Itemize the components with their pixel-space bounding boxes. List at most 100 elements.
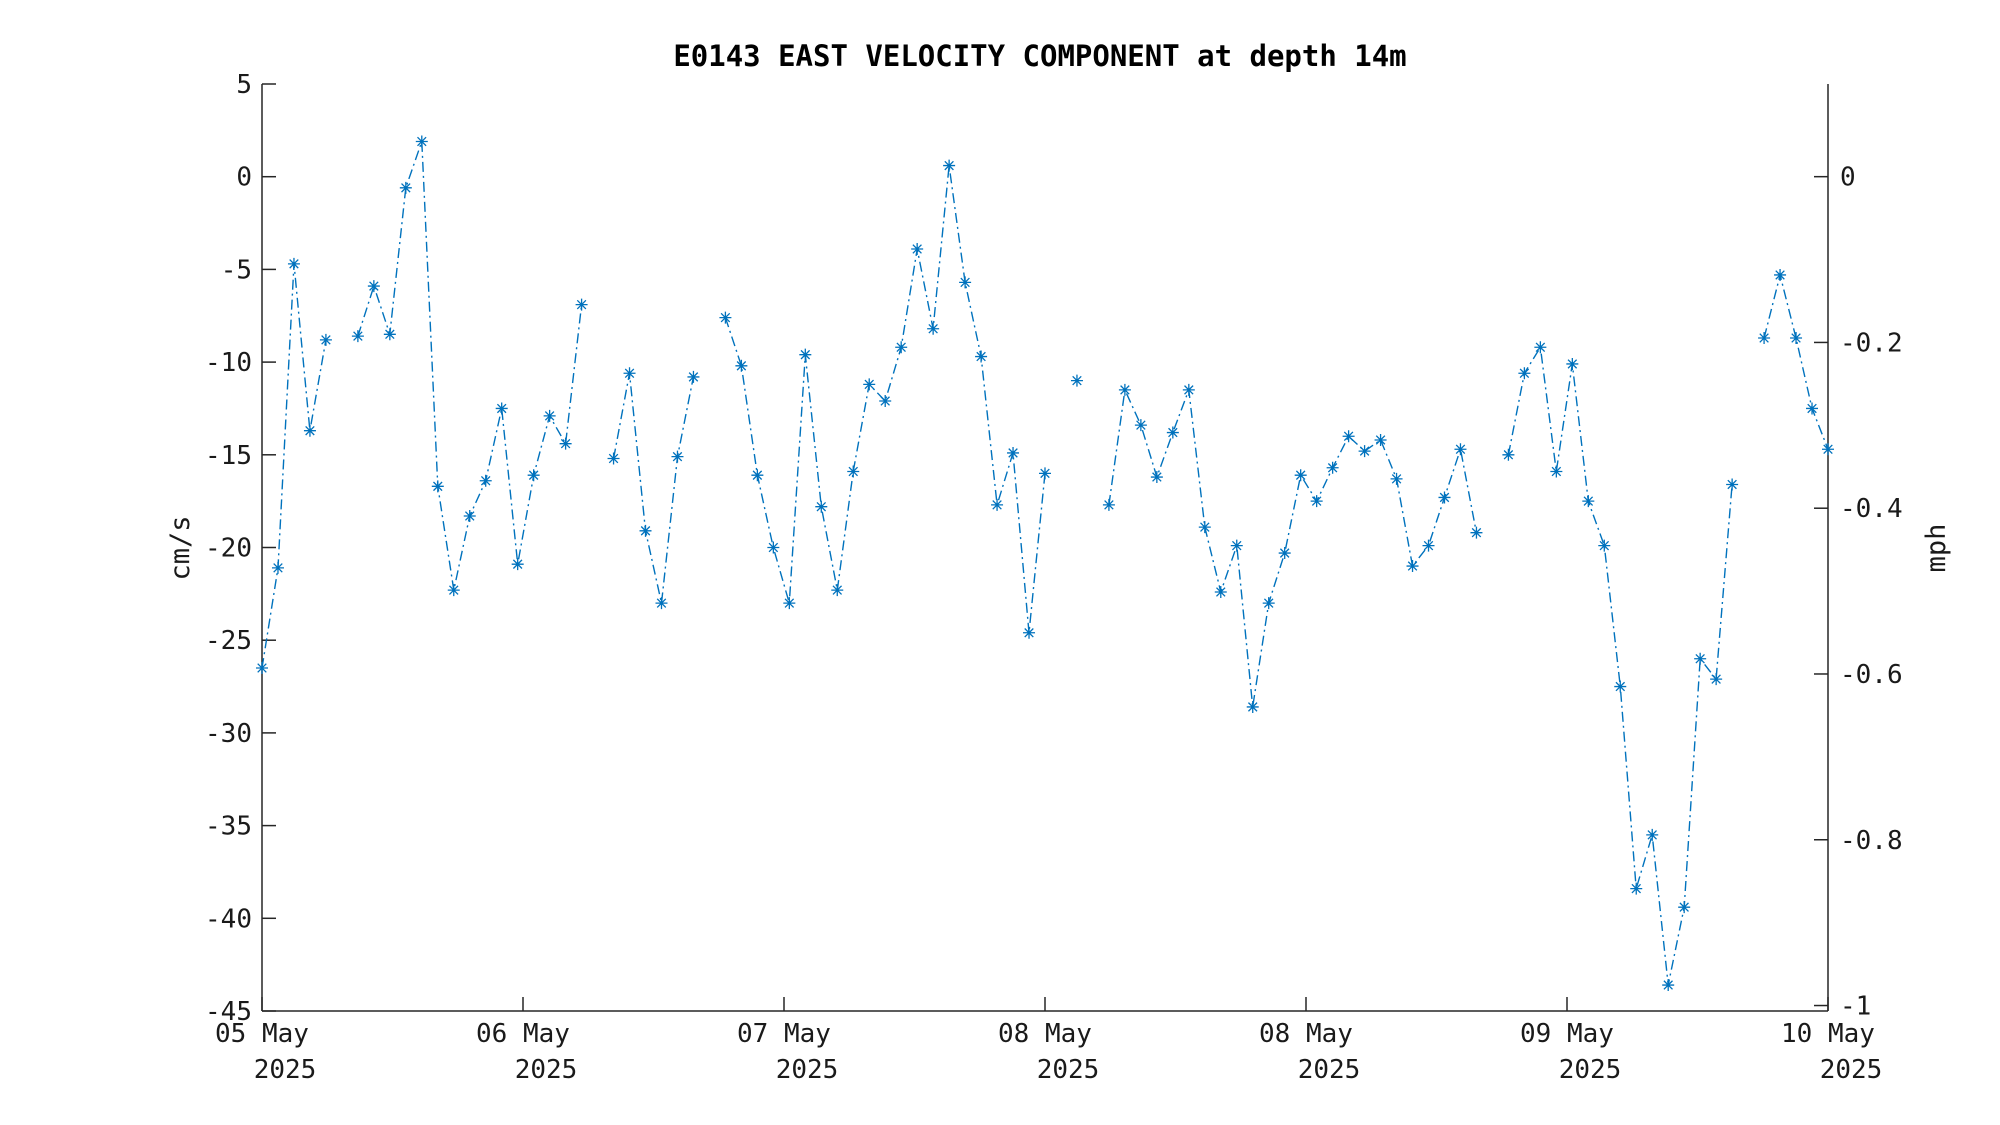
data-point — [767, 541, 780, 554]
y-tick-label: -30 — [205, 719, 252, 749]
data-point — [1294, 469, 1307, 482]
data-point — [959, 276, 972, 289]
data-point — [639, 524, 652, 537]
data-point — [1214, 585, 1227, 598]
data-point — [1806, 402, 1819, 415]
series-line — [612, 373, 695, 604]
data-point — [287, 257, 300, 270]
data-point — [607, 452, 620, 465]
data-point — [383, 328, 396, 341]
y-tick-label: -25 — [205, 626, 252, 656]
data-point — [1134, 419, 1147, 432]
data-point — [319, 333, 332, 346]
data-point — [1310, 495, 1323, 508]
data-point — [799, 348, 812, 361]
y-tick-label: 5 — [236, 70, 252, 100]
data-point — [831, 584, 844, 597]
axes-frame — [261, 84, 1829, 1012]
data-point — [895, 341, 908, 354]
y-tick-label: -40 — [205, 904, 252, 934]
data-point — [927, 322, 940, 335]
data-point — [1070, 374, 1083, 387]
data-point — [1358, 445, 1371, 458]
data-point — [1470, 526, 1483, 539]
y-tick-label: -35 — [205, 812, 252, 842]
data-point — [511, 558, 524, 571]
data-point — [1726, 478, 1739, 491]
data-point — [1422, 539, 1435, 552]
series-line — [357, 141, 583, 591]
y-axis-label: cm/s — [165, 515, 196, 580]
data-point — [463, 509, 476, 522]
data-point — [447, 584, 460, 597]
x-tick-label-day: 05 May — [215, 1019, 309, 1049]
data-point — [911, 243, 924, 256]
data-point — [863, 378, 876, 391]
data-point — [367, 280, 380, 293]
data-point — [1550, 465, 1563, 478]
x-tick-label-year: 2025 — [1298, 1055, 1361, 1085]
data-point — [1150, 471, 1163, 484]
series-line — [1108, 387, 1478, 708]
data-point — [879, 395, 892, 408]
x-ticks: 05 May 2025 06 May 2025 07 May 2025 08 May 2025… — [215, 997, 1882, 1085]
data-point — [1198, 521, 1211, 534]
data-point — [671, 450, 684, 463]
x-tick-label-year: 2025 — [1559, 1055, 1622, 1085]
y-tick-label: -15 — [205, 441, 252, 471]
data-point — [751, 469, 764, 482]
data-point — [351, 330, 364, 343]
data-point — [655, 597, 668, 610]
data-point — [256, 662, 268, 675]
data-point — [1534, 341, 1547, 354]
data-point — [1518, 367, 1531, 380]
data-point — [1614, 680, 1627, 693]
data-point — [735, 359, 748, 372]
data-point — [1758, 331, 1771, 344]
data-point — [1598, 539, 1611, 552]
y-tick-label: -45 — [205, 997, 252, 1027]
data-point — [991, 498, 1004, 511]
data-point — [623, 367, 636, 380]
data-point — [719, 311, 732, 324]
data-point — [1582, 495, 1595, 508]
east-velocity-series — [256, 135, 1834, 992]
data-point — [1822, 443, 1834, 456]
data-point — [303, 424, 316, 437]
data-point — [479, 474, 492, 487]
data-point — [1790, 331, 1803, 344]
data-point — [1678, 901, 1691, 914]
y-tick-label: -10 — [205, 348, 252, 378]
data-point — [1646, 828, 1659, 841]
data-point — [1630, 882, 1643, 895]
data-point — [1374, 433, 1387, 446]
data-point — [1246, 700, 1259, 713]
x-tick-label-day: 10 May — [1781, 1019, 1875, 1049]
data-point — [399, 181, 412, 194]
data-point — [1118, 383, 1131, 396]
series-line — [1507, 345, 1733, 986]
data-point — [1278, 547, 1291, 560]
data-point — [1342, 430, 1355, 443]
y2-tick-label: 0 — [1840, 163, 1856, 193]
data-point — [687, 370, 700, 383]
data-point — [1166, 426, 1179, 439]
y2-tick-label: -0.4 — [1840, 494, 1903, 524]
data-point — [1326, 461, 1339, 474]
data-point — [1023, 626, 1036, 639]
data-point — [847, 465, 860, 478]
y-tick-label: -5 — [221, 255, 252, 285]
right-y-ticks: 0 -0.2 -0.4 -0.6 -0.8 -1 — [1814, 163, 1903, 1022]
data-point — [1566, 357, 1579, 370]
data-point — [943, 159, 956, 172]
data-point — [783, 597, 796, 610]
series-line — [1763, 274, 1829, 450]
x-tick-label-year: 2025 — [1820, 1055, 1883, 1085]
data-point — [271, 561, 284, 574]
data-point — [543, 409, 556, 422]
data-point — [559, 437, 572, 450]
x-tick-label-day: 07 May — [737, 1019, 831, 1049]
data-point — [431, 480, 444, 493]
data-point — [1406, 560, 1419, 573]
x-tick-label-year: 2025 — [515, 1055, 578, 1085]
